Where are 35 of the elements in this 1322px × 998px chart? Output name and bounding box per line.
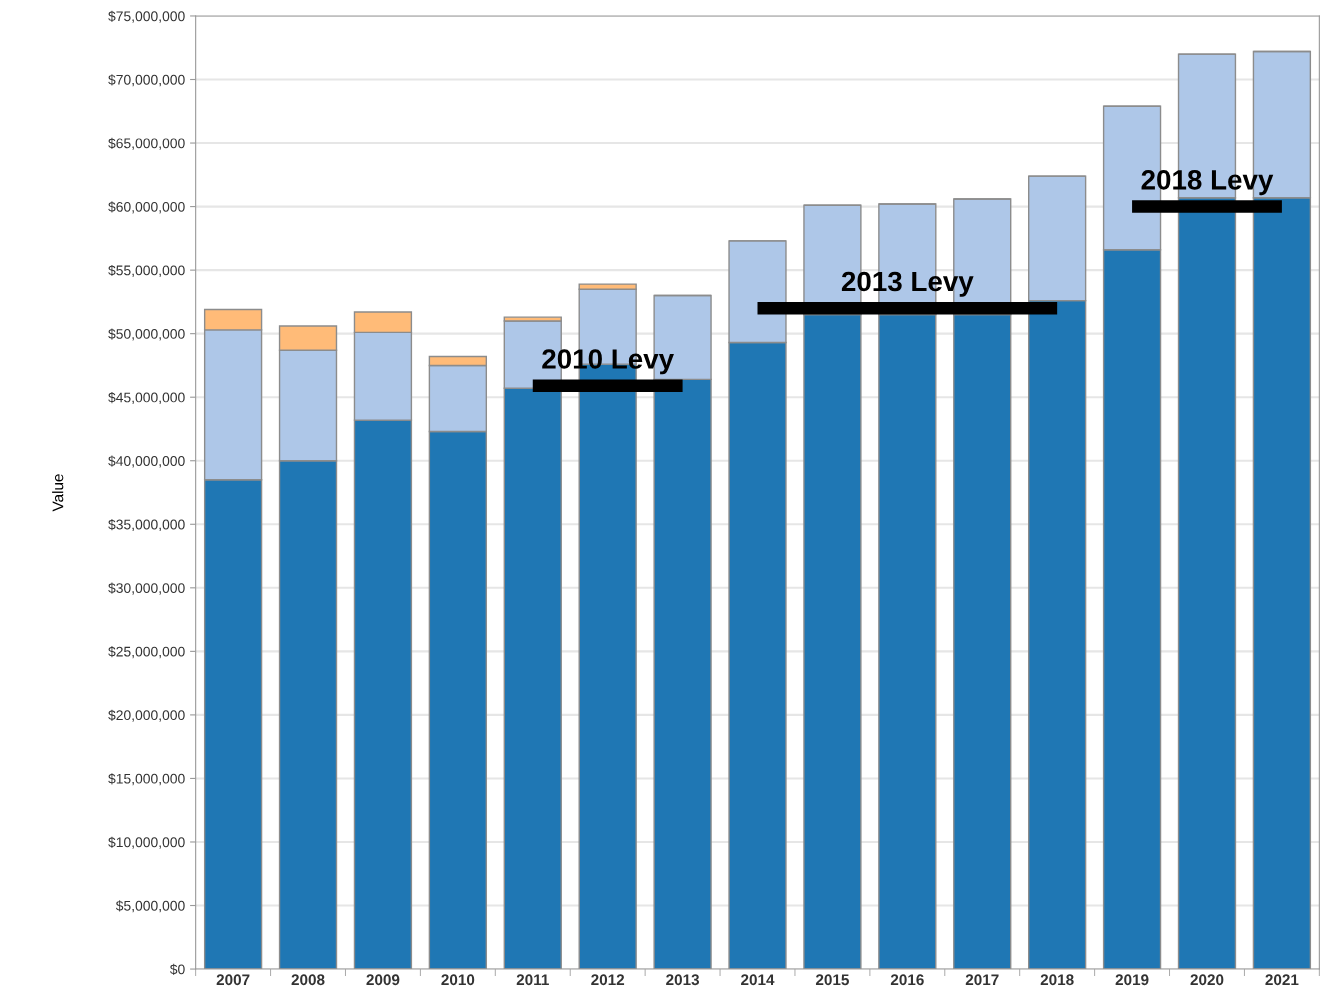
- y-tick-label: $20,000,000: [108, 709, 185, 722]
- x-tick-label: 2018: [1040, 974, 1074, 986]
- y-tick-label: $0: [169, 963, 185, 976]
- y-axis-title: Value: [52, 474, 64, 512]
- x-tick-label: 2015: [815, 974, 849, 986]
- y-tick-label: $50,000,000: [108, 328, 185, 341]
- y-tick-label: $40,000,000: [108, 455, 185, 468]
- x-tick-label: 2010: [441, 974, 475, 986]
- y-tick-label: $5,000,000: [115, 900, 185, 913]
- y-tick-label: $60,000,000: [108, 201, 185, 214]
- x-tick-label: 2016: [890, 974, 924, 986]
- series-label: 2010 Levy: [542, 349, 674, 375]
- y-tick-label: $30,000,000: [108, 582, 185, 595]
- y-tick-label: $35,000,000: [108, 519, 185, 532]
- x-tick-label: 2009: [366, 974, 400, 986]
- x-tick-label: 2017: [965, 974, 999, 986]
- y-tick-label: $70,000,000: [108, 74, 185, 87]
- y-tick-label: $55,000,000: [108, 264, 185, 277]
- y-tick-label: $25,000,000: [108, 646, 185, 659]
- x-tick-label: 2011: [516, 974, 549, 986]
- x-tick-label: 2008: [291, 974, 325, 986]
- series-label: 2013 Levy: [841, 271, 974, 297]
- x-tick-label: 2020: [1190, 974, 1224, 986]
- x-tick-label: 2013: [666, 974, 700, 986]
- x-tick-label: 2021: [1265, 974, 1299, 986]
- y-tick-label: $65,000,000: [108, 137, 185, 150]
- x-tick-label: 2019: [1115, 974, 1149, 986]
- y-tick-label: $45,000,000: [108, 391, 185, 405]
- y-tick-label: $10,000,000: [108, 836, 185, 849]
- y-tick-label: $15,000,000: [108, 773, 185, 786]
- series-label: 2018 Levy: [1141, 169, 1274, 196]
- x-tick-label: 2012: [591, 974, 625, 986]
- x-tick-label: 2007: [216, 974, 250, 986]
- y-tick-label: $75,000,000: [108, 10, 185, 23]
- x-tick-label: 2014: [741, 974, 775, 986]
